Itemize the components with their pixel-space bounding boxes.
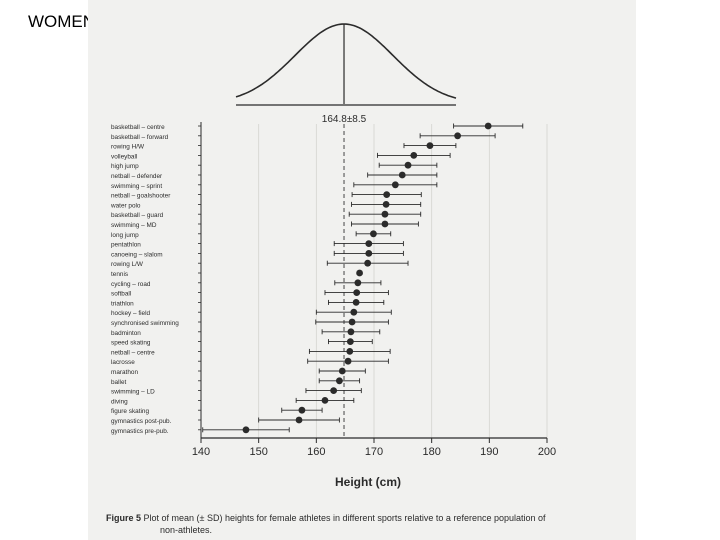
sport-label: ballet — [111, 379, 127, 386]
sport-label: netball – defender — [111, 173, 163, 180]
x-tick-label: 160 — [307, 446, 325, 458]
mean-point — [346, 338, 354, 345]
x-tick-label: 140 — [192, 446, 210, 458]
caption-figure-label: Figure 5 — [106, 513, 144, 523]
mean-point — [365, 240, 373, 248]
sport-label: diving — [111, 398, 128, 405]
mean-point — [350, 308, 358, 316]
mean-point — [410, 152, 418, 159]
mean-point — [346, 348, 354, 355]
mean-point — [344, 357, 352, 365]
mean-point — [336, 377, 343, 385]
sport-label: speed skating — [111, 340, 151, 347]
caption-text-line: Plot of mean (± SD) heights for female a… — [144, 513, 546, 523]
sport-label: synchronised swimming — [111, 320, 179, 327]
mean-point — [398, 171, 406, 179]
sport-label: swimming – MD — [111, 222, 157, 229]
mean-point — [295, 416, 303, 424]
sport-label: lacrosse — [111, 359, 135, 366]
mean-point — [298, 406, 306, 414]
mean-point — [330, 387, 338, 394]
sport-label: rowing L/W — [111, 261, 144, 268]
mean-point — [347, 328, 355, 336]
sport-label: cycling – road — [111, 281, 151, 288]
mean-point — [426, 142, 434, 150]
mean-point — [454, 132, 462, 140]
reference-mean-label: 164.8±8.5 — [322, 114, 367, 125]
sport-label: tennis — [111, 271, 128, 278]
sport-label: rowing H/W — [111, 144, 145, 151]
sport-label: basketball – guard — [111, 212, 164, 219]
x-tick-label: 200 — [538, 446, 556, 458]
mean-point — [353, 289, 361, 296]
sport-label: canoeing – slalom — [111, 251, 163, 258]
sport-label: softball — [111, 291, 131, 298]
x-tick-label: 170 — [365, 446, 383, 458]
sport-label: basketball – forward — [111, 134, 169, 141]
mean-point — [381, 220, 389, 228]
sport-label: basketball – centre — [111, 124, 165, 131]
sport-label: triathlon — [111, 300, 134, 307]
sport-label: hockey – field — [111, 310, 151, 317]
mean-point — [321, 397, 329, 404]
caption-text-line: non-athletes. — [160, 525, 212, 535]
mean-point — [365, 250, 373, 257]
sport-label: swimming – LD — [111, 389, 155, 396]
mean-point — [338, 367, 346, 375]
mean-point — [370, 230, 377, 238]
sport-label: netball – goalshooter — [111, 193, 171, 200]
mean-point — [348, 318, 356, 326]
mean-point — [364, 259, 372, 267]
mean-point — [404, 161, 412, 169]
mean-point — [381, 210, 389, 218]
sport-label: marathon — [111, 369, 138, 376]
sport-label: pentathlon — [111, 242, 141, 249]
figure-caption: Figure 5 Plot of mean (± SD) heights for… — [106, 513, 546, 523]
mean-point — [391, 181, 399, 189]
mean-point — [356, 269, 363, 277]
sport-label: swimming – sprint — [111, 183, 162, 190]
sport-label: gymnastics pre-pub. — [111, 428, 169, 435]
sport-label: long jump — [111, 232, 139, 239]
reference-distribution-curve — [235, 23, 457, 99]
sport-label: figure skating — [111, 408, 149, 415]
sport-label: volleyball — [111, 153, 137, 160]
sport-label: badminton — [111, 330, 141, 337]
x-tick-label: 150 — [249, 446, 267, 458]
x-axis-label: Height (cm) — [335, 475, 401, 489]
mean-point — [382, 201, 390, 208]
mean-point — [484, 122, 492, 130]
sport-label: netball – centre — [111, 349, 155, 356]
scanned-figure-background — [88, 0, 636, 540]
mean-point — [354, 279, 362, 287]
mean-point — [383, 191, 391, 199]
x-tick-label: 180 — [422, 446, 440, 458]
sport-label: high jump — [111, 163, 139, 170]
x-tick-label: 190 — [480, 446, 498, 458]
mean-point — [242, 426, 250, 434]
mean-point — [352, 299, 360, 306]
sport-label: water polo — [110, 202, 141, 209]
sport-label: gymnastics post-pub. — [111, 418, 172, 425]
